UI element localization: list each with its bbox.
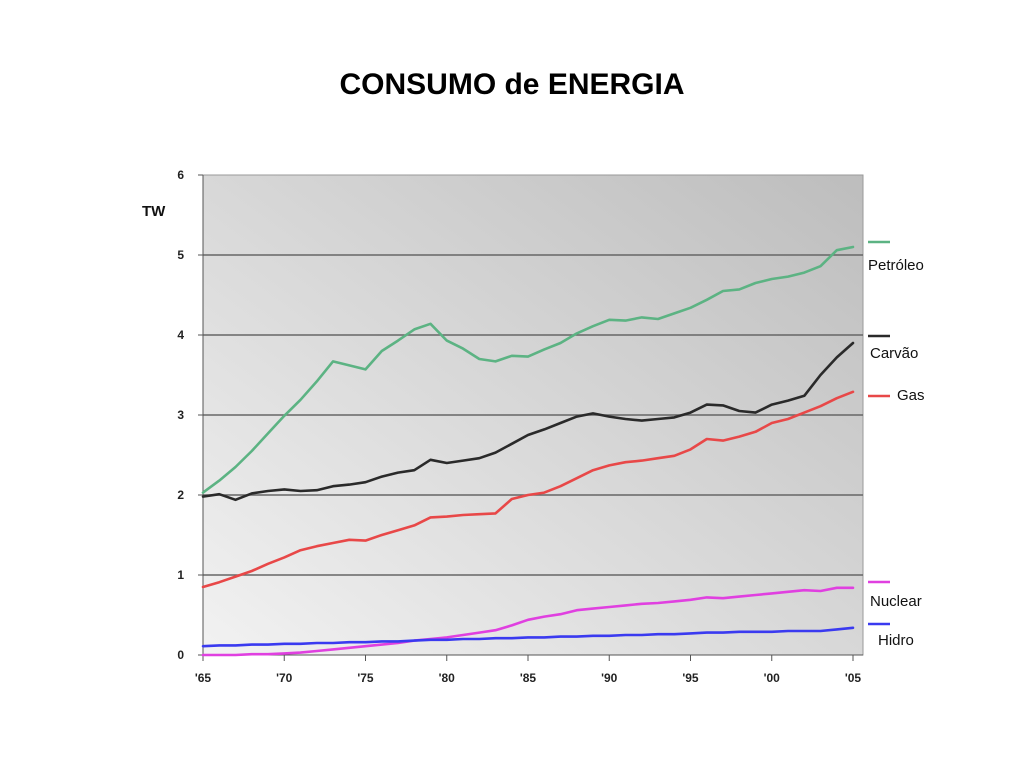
y-tick-label: 0 (177, 648, 184, 662)
series-line-hidro (201, 626, 855, 648)
y-tick-label: 5 (177, 248, 184, 262)
y-tick-labels: 0 1 2 3 4 5 6 (177, 168, 203, 662)
series-lines (201, 245, 855, 657)
y-tick-label: 6 (177, 168, 184, 182)
x-tick-label: '90 (601, 671, 618, 685)
y-tick-label: 2 (177, 488, 184, 502)
series-line-nuclear (201, 586, 855, 657)
legend-label: Hidro (878, 632, 914, 649)
x-tick-label: '95 (682, 671, 699, 685)
y-tick-label: 1 (177, 568, 184, 582)
series-line-gas (201, 390, 855, 589)
page-title: CONSUMO de ENERGIA (339, 68, 685, 101)
y-axis-label: TW (142, 203, 166, 220)
legend-label: Carvão (870, 345, 918, 362)
x-tick-label: '70 (276, 671, 293, 685)
legend-label: Petróleo (868, 257, 924, 274)
x-tick-label: '65 (195, 671, 212, 685)
x-tick-label: '80 (439, 671, 456, 685)
legend: Petróleo Carvão Gas Nuclear Hidro (868, 240, 925, 649)
y-tick-label: 3 (177, 408, 184, 422)
x-tick-label: '85 (520, 671, 537, 685)
legend-label: Nuclear (870, 593, 922, 610)
y-tick-label: 4 (177, 328, 184, 342)
x-tick-label: '05 (845, 671, 862, 685)
x-tick-label: '00 (764, 671, 781, 685)
series-line-petróleo (201, 245, 855, 494)
legend-label: Gas (897, 387, 925, 404)
x-tick-label: '75 (357, 671, 374, 685)
series-line-carvão (201, 341, 855, 502)
x-tick-labels: '65 '70 '75 '80 '85 '90 '95 '00 '05 (195, 655, 862, 685)
